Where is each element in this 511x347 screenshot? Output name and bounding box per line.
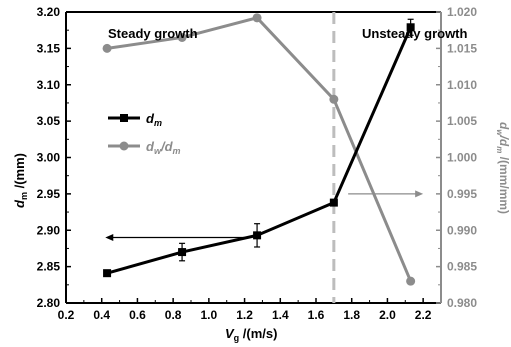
y-right-tick-label: 1.005 [447, 114, 477, 128]
y-left-tick-label: 3.00 [37, 151, 61, 165]
y-right-axis-label: dw/dm /(mm/mm) [495, 122, 511, 214]
x-tick-label: 1.8 [343, 308, 360, 322]
x-tick-label: 0.2 [58, 308, 75, 322]
annotation-steady-growth: Steady growth [108, 26, 198, 41]
y-left-tick-label: 2.85 [37, 260, 61, 274]
x-tick-label: 2.0 [379, 308, 396, 322]
y-right-tick-label: 1.020 [447, 5, 477, 19]
series-ratio-point [406, 276, 416, 286]
annotation-unsteady-growth: Unsteady growth [362, 26, 468, 41]
x-tick-label: 0.4 [93, 308, 110, 322]
y-right-tick-label: 0.990 [447, 223, 477, 237]
arrow-left-head [105, 234, 114, 242]
ticks-layer: 2.80 2.85 2.90 2.95 3.00 3.05 3.10 3.15 3.20 0.98… [37, 5, 478, 322]
legend-dm-marker [120, 114, 128, 122]
legend-ratio-marker [119, 141, 129, 151]
y-left-tick-label: 3.10 [37, 78, 61, 92]
x-tick-label: 1.6 [308, 308, 325, 322]
y-right-tick-label: 0.995 [447, 187, 477, 201]
x-tick-label: 1.2 [236, 308, 253, 322]
x-tick-label: 2.2 [415, 308, 432, 322]
x-tick-label: 0.6 [129, 308, 146, 322]
series-ratio-point [252, 13, 262, 23]
y-left-tick-label: 2.95 [37, 187, 61, 201]
series-dm-point [103, 269, 112, 278]
y-right-tick-label: 1.015 [447, 41, 477, 55]
arrow-right-head [415, 190, 424, 198]
series-layer [102, 13, 416, 286]
plot-frame [65, 11, 442, 304]
y-left-tick-label: 3.15 [37, 41, 61, 55]
series-dm-point [406, 23, 415, 32]
y-left-tick-label: 2.80 [37, 296, 61, 310]
y-right-tick-label: 1.010 [447, 78, 477, 92]
series-dm-point [253, 231, 262, 240]
x-tick-label: 1.4 [272, 308, 289, 322]
arrow-layer [105, 190, 424, 242]
y-right-tick-label: 1.000 [447, 151, 477, 165]
x-axis-label: Vg /(m/s) [225, 326, 277, 343]
legend: dm dw/dm [108, 111, 181, 156]
y-left-tick-label: 2.90 [37, 223, 61, 237]
series-ratio-point [177, 32, 187, 42]
x-tick-label: 1.0 [201, 308, 218, 322]
series-dm-point [329, 198, 338, 207]
x-tick-label: 0.8 [165, 308, 182, 322]
series-ratio-point [329, 94, 339, 104]
y-left-tick-label: 3.05 [37, 114, 61, 128]
y-right-tick-label: 0.985 [447, 260, 477, 274]
series-dm-point [178, 248, 187, 257]
y-left-tick-label: 3.20 [37, 5, 61, 19]
series-ratio-point [102, 43, 112, 53]
y-left-axis-label: dm /(mm) [12, 153, 29, 208]
y-right-tick-label: 0.980 [447, 296, 477, 310]
legend-dm-label: dm [146, 111, 162, 128]
legend-ratio-label: dw/dm [146, 139, 181, 156]
